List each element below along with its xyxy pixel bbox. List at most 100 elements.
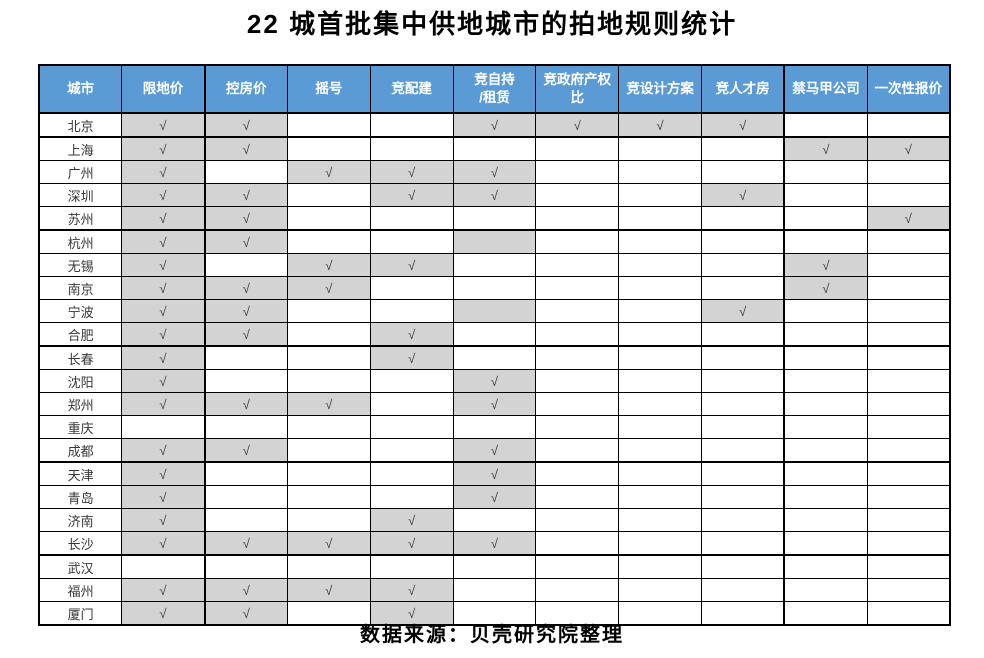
rule-check-cell: √ bbox=[535, 112, 620, 138]
rule-cell bbox=[783, 369, 868, 393]
rule-cell bbox=[866, 508, 951, 532]
rule-check-cell: √ bbox=[204, 229, 288, 254]
column-header: 控房价 bbox=[204, 64, 288, 114]
rule-check-cell: √ bbox=[701, 112, 786, 138]
rule-cell bbox=[701, 160, 786, 184]
rule-cell bbox=[783, 461, 868, 486]
rule-check-cell: √ bbox=[452, 112, 537, 138]
rule-cell bbox=[866, 601, 951, 626]
rule-cell bbox=[783, 601, 868, 626]
rule-cell bbox=[866, 578, 951, 602]
rule-cell bbox=[783, 508, 868, 532]
rule-cell bbox=[369, 485, 454, 509]
rule-check-cell: √ bbox=[121, 253, 206, 277]
rule-cell bbox=[286, 229, 371, 254]
rule-check-cell: √ bbox=[369, 508, 454, 532]
rule-cell bbox=[701, 345, 786, 370]
table-row: 长春 √ √ bbox=[38, 345, 951, 370]
rule-cell bbox=[866, 229, 951, 254]
rule-cell bbox=[535, 601, 620, 626]
table-row: 杭州 √ √ bbox=[38, 229, 951, 254]
rule-cell bbox=[286, 438, 371, 463]
rule-cell bbox=[121, 415, 206, 439]
rule-cell bbox=[452, 345, 537, 370]
rule-cell bbox=[286, 206, 371, 231]
rule-cell bbox=[204, 415, 288, 439]
rule-cell bbox=[701, 438, 786, 463]
rule-cell bbox=[535, 253, 620, 277]
rule-cell bbox=[369, 554, 454, 579]
rule-cell bbox=[866, 369, 951, 393]
rule-cell bbox=[535, 299, 620, 323]
rule-check-cell: √ bbox=[452, 160, 537, 184]
rule-check-cell: √ bbox=[701, 299, 786, 323]
rule-check-cell: √ bbox=[369, 578, 454, 602]
rule-cell bbox=[618, 276, 702, 300]
rule-cell bbox=[618, 183, 702, 207]
rule-cell bbox=[286, 415, 371, 439]
rule-check-cell: √ bbox=[204, 531, 288, 556]
rule-cell bbox=[204, 485, 288, 509]
rule-check-cell: √ bbox=[204, 578, 288, 602]
rule-cell bbox=[618, 392, 702, 416]
rule-check-cell: √ bbox=[121, 322, 206, 347]
land-auction-rules-table: 城市 限地价 控房价 摇号 竞配建 竞自持 /租赁 竞政府产权 比竞设计方案 竞人才房 禁马甲公… bbox=[38, 64, 951, 626]
column-header-city: 城市 bbox=[38, 64, 123, 114]
rule-check-cell: √ bbox=[286, 392, 371, 416]
rule-cell bbox=[618, 299, 702, 323]
rule-cell bbox=[701, 578, 786, 602]
table-row: 宁波 √ √ √ bbox=[38, 299, 951, 323]
rule-cell bbox=[866, 299, 951, 323]
rule-cell bbox=[618, 508, 702, 532]
rule-check-cell: √ bbox=[783, 136, 868, 161]
table-row: 重庆 bbox=[38, 415, 951, 439]
rule-cell bbox=[369, 369, 454, 393]
city-cell: 长春 bbox=[38, 345, 123, 370]
rule-cell bbox=[452, 229, 537, 254]
rule-check-cell: √ bbox=[369, 160, 454, 184]
rule-cell bbox=[204, 554, 288, 579]
rule-cell bbox=[618, 322, 702, 347]
rule-cell bbox=[618, 531, 702, 556]
rule-check-cell: √ bbox=[204, 392, 288, 416]
table-row: 上海 √ √ √ √ bbox=[38, 136, 951, 161]
rule-check-cell: √ bbox=[121, 578, 206, 602]
rule-cell bbox=[535, 438, 620, 463]
rule-cell bbox=[452, 206, 537, 231]
rule-check-cell: √ bbox=[369, 601, 454, 626]
city-cell: 郑州 bbox=[38, 392, 123, 416]
rule-check-cell: √ bbox=[369, 345, 454, 370]
rule-cell bbox=[783, 112, 868, 138]
table-row: 福州 √ √ √ √ bbox=[38, 578, 951, 602]
table-row: 沈阳 √ √ bbox=[38, 369, 951, 393]
rule-cell bbox=[535, 392, 620, 416]
rule-check-cell: √ bbox=[286, 531, 371, 556]
rule-check-cell: √ bbox=[204, 299, 288, 323]
city-cell: 天津 bbox=[38, 461, 123, 486]
rule-cell bbox=[701, 392, 786, 416]
rule-cell bbox=[701, 229, 786, 254]
rule-check-cell: √ bbox=[121, 299, 206, 323]
table-row: 武汉 bbox=[38, 554, 951, 579]
rule-check-cell: √ bbox=[121, 345, 206, 370]
rule-cell bbox=[618, 136, 702, 161]
rule-check-cell: √ bbox=[701, 183, 786, 207]
table-row: 青岛 √ √ bbox=[38, 485, 951, 509]
rule-cell bbox=[369, 276, 454, 300]
rule-check-cell: √ bbox=[369, 322, 454, 347]
rule-cell bbox=[535, 345, 620, 370]
rule-cell bbox=[535, 531, 620, 556]
rule-cell bbox=[369, 415, 454, 439]
table-row: 苏州 √ √ √ bbox=[38, 206, 951, 231]
rule-cell bbox=[701, 554, 786, 579]
rule-cell bbox=[535, 415, 620, 439]
data-source: 数据来源：贝壳研究院整理 bbox=[360, 624, 624, 646]
city-cell: 武汉 bbox=[38, 554, 123, 579]
rule-cell bbox=[701, 415, 786, 439]
rule-cell bbox=[783, 554, 868, 579]
rule-cell bbox=[286, 136, 371, 161]
city-cell: 广州 bbox=[38, 160, 123, 184]
rule-cell bbox=[783, 415, 868, 439]
rule-check-cell: √ bbox=[452, 392, 537, 416]
rule-cell bbox=[286, 461, 371, 486]
